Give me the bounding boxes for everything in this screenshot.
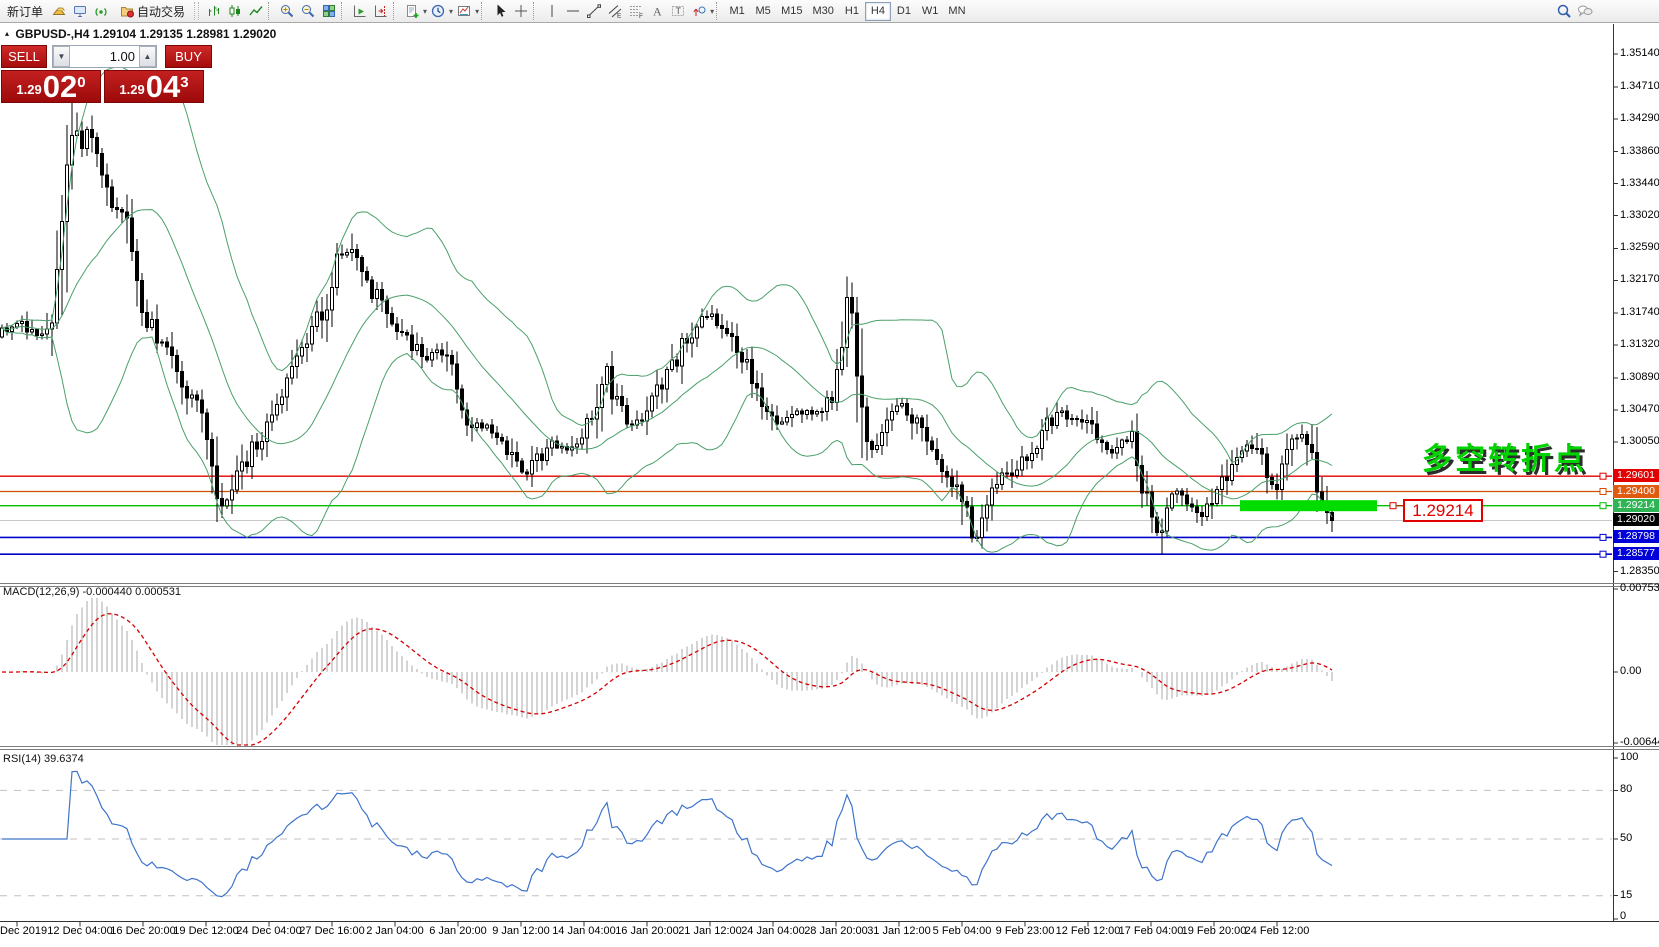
timeframe-button-m15[interactable]: M15 [781, 5, 803, 17]
sell-price-small: 1.29 [16, 82, 42, 97]
arrows-dropdown-icon[interactable]: ▾ [710, 6, 715, 16]
autotrading-button[interactable]: 自动交易 [111, 1, 190, 22]
timeframe-group: M1 M5 M15 M30 H1 H4 D1 W1 MN [724, 1, 970, 21]
timeframe-button-w1[interactable]: W1 [921, 5, 939, 17]
toolbar-separator [393, 2, 398, 20]
main-toolbar: 新订单 自动交易 ▾ ▾ ▾ E F A T [0, 0, 1659, 23]
buy-button[interactable]: BUY [165, 45, 212, 68]
svg-text:T: T [675, 6, 681, 16]
svg-text:A: A [653, 5, 662, 19]
volume-decrease-button[interactable]: ▼ [53, 46, 71, 67]
period-icon[interactable] [427, 1, 448, 22]
ohlc-high: 1.29135 [139, 27, 183, 41]
template-dropdown-icon[interactable]: ▾ [475, 6, 480, 16]
timeframe-button-m5[interactable]: M5 [755, 5, 771, 17]
community-chat-icon[interactable] [1574, 1, 1595, 22]
candlestick-icon[interactable] [224, 1, 245, 22]
add-indicator-icon[interactable] [401, 1, 422, 22]
navigator-icon[interactable] [90, 1, 111, 22]
volume-input[interactable] [70, 46, 140, 67]
sell-price-pip: 0 [77, 74, 86, 91]
toolbar-separator [716, 2, 721, 20]
channel-icon[interactable]: E [604, 1, 625, 22]
toolbar-separator [341, 2, 346, 20]
rsi-value: 39.6374 [43, 753, 84, 765]
chart-title: ▴ GBPUSD-,H4 1.29104 1.29135 1.28981 1.2… [5, 27, 276, 41]
chart-shift-icon[interactable] [370, 1, 391, 22]
svg-text:F: F [639, 13, 643, 19]
search-icon[interactable] [1553, 1, 1574, 22]
timeframe-button-mn[interactable]: MN [948, 5, 966, 17]
chart-region: 1.35140 1.34710 1.34290 1.33860 1.33440 1.330… [0, 24, 1659, 947]
buy-price-pip: 3 [180, 74, 189, 91]
timeframe-button-m30[interactable]: M30 [812, 5, 834, 17]
sell-button[interactable]: SELL [1, 45, 48, 68]
svg-text:E: E [617, 13, 622, 20]
market-watch-icon[interactable] [69, 1, 90, 22]
timeframe-button-d1[interactable]: D1 [896, 5, 911, 17]
toolbar-separator [533, 2, 538, 20]
zoom-in-icon[interactable] [276, 1, 297, 22]
buy-price[interactable]: 1.29 04 3 [104, 70, 204, 103]
macd-indicator-label: MACD(12,26,9) -0.000440 0.000531 [3, 586, 181, 598]
macd-name: MACD(12,26,9) [3, 586, 80, 598]
timeframe-button-h1[interactable]: H1 [844, 5, 859, 17]
line-chart-icon[interactable] [245, 1, 266, 22]
ohlc-close: 1.29020 [232, 27, 277, 41]
toolbar-separator [268, 2, 273, 20]
rsi-indicator-label: RSI(14) 39.6374 [3, 753, 84, 765]
timeframe-button-m1[interactable]: M1 [729, 5, 745, 17]
cursor-icon[interactable] [489, 1, 510, 22]
toolbar-gripper [194, 2, 200, 20]
text-label-icon[interactable]: T [667, 1, 688, 22]
new-order-button[interactable]: 新订单 [2, 1, 48, 22]
bar-chart-icon[interactable] [203, 1, 224, 22]
autotrading-icon [116, 1, 137, 22]
template-icon[interactable] [453, 1, 474, 22]
sell-price[interactable]: 1.29 02 0 [1, 70, 101, 103]
fibonacci-icon[interactable]: F [625, 1, 646, 22]
new-order-label: 新订单 [7, 4, 44, 19]
ohlc-low: 1.28981 [186, 27, 230, 41]
auto-scroll-icon[interactable] [349, 1, 370, 22]
chart-canvas[interactable] [0, 24, 1659, 947]
timeframe-button-h4[interactable]: H4 [864, 1, 891, 21]
text-icon[interactable]: A [646, 1, 667, 22]
tile-windows-icon[interactable] [318, 1, 339, 22]
one-click-trading-panel: SELL ▼ ▲ BUY 1.29 02 0 1.29 04 3 [1, 44, 212, 103]
buy-price-small: 1.29 [119, 82, 145, 97]
ohlc-open: 1.29104 [92, 27, 137, 41]
profiles-icon[interactable] [48, 1, 69, 22]
toolbar-separator [481, 2, 486, 20]
sell-price-big: 02 [42, 69, 78, 104]
horizontal-line-icon[interactable] [562, 1, 583, 22]
turning-point-annotation[interactable]: 多空转折点 [1422, 443, 1587, 476]
autotrading-label: 自动交易 [137, 4, 186, 19]
period-dropdown-icon[interactable]: ▾ [449, 6, 454, 16]
rsi-name: RSI(14) [3, 753, 41, 765]
add-indicator-dropdown-icon[interactable]: ▾ [423, 6, 428, 16]
chart-symbol: GBPUSD-,H4 [15, 27, 90, 41]
price-callout-box[interactable]: 1.29214 [1403, 499, 1483, 522]
volume-increase-button[interactable]: ▲ [139, 46, 157, 67]
buy-price-big: 04 [145, 69, 181, 104]
vertical-line-icon[interactable] [541, 1, 562, 22]
macd-value-main: -0.000440 [82, 586, 133, 598]
collapse-arrow-icon[interactable]: ▴ [5, 29, 10, 38]
crosshair-icon[interactable] [510, 1, 531, 22]
trendline-icon[interactable] [583, 1, 604, 22]
macd-value-signal: 0.000531 [135, 586, 181, 598]
zoom-out-icon[interactable] [297, 1, 318, 22]
volume-box: ▼ ▲ [52, 45, 158, 68]
arrows-shapes-icon[interactable] [688, 1, 709, 22]
